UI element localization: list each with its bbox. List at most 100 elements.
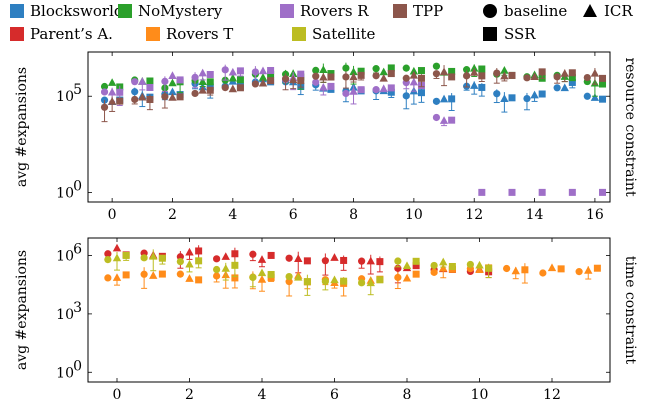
data-point-ssr [599,80,607,88]
y-tick-base: 10 [56,89,74,105]
data-point-baseline [104,255,112,264]
data-point-baseline [251,80,260,88]
data-point-ssr [267,77,275,85]
data-point-baseline [176,257,184,266]
data-point-icr [258,78,268,87]
y-tick-label: 10 [56,249,74,265]
data-point-baseline [372,86,380,94]
data-point-icr [294,272,303,281]
data-point-baseline [312,66,320,74]
data-point-baseline [466,260,474,269]
data-point-icr [112,243,122,252]
y-tick-label: 10 [56,185,74,201]
x-tick-label: 0 [113,387,122,403]
legend-item-3: Rovers T [146,25,233,43]
circle-icon [483,4,497,18]
data-point-ssr [593,264,601,272]
data-point-icr [560,83,569,92]
legend-swatch [280,4,294,18]
data-point-icr [409,70,419,79]
data-point-icr [379,84,388,93]
data-point-ssr [146,77,154,85]
y-tick-base: 10 [56,365,74,381]
data-point-ssr [116,97,124,105]
data-point-icr [379,67,388,76]
data-point-ssr [357,86,365,94]
data-point-baseline [575,268,583,276]
data-point-icr [530,72,539,81]
data-point-baseline [191,89,199,98]
y-tick-exponent: 0 [73,358,82,374]
data-point-icr [379,73,388,82]
legend-label: Parent’s A. [30,25,113,43]
data-point-icr [168,78,177,87]
plot-frame [87,51,611,203]
data-point-icr [475,265,484,273]
x-tick-label: 16 [586,207,604,223]
data-point-ssr [303,257,311,265]
data-point-ssr [146,83,154,91]
data-point-icr [185,274,194,282]
square-icon [483,27,497,41]
legend-swatch [10,27,24,41]
legend-item-0: Blocksworld [10,2,123,20]
data-point-ssr [599,74,607,82]
data-point-icr [228,67,238,76]
y-tick-base: 10 [56,249,74,265]
data-point-ssr [206,71,214,79]
plot-frame [87,237,611,383]
x-tick-label: 10 [405,207,423,223]
legend-marker-square: SSR [482,25,536,43]
legend-swatch [10,4,24,18]
data-point-ssr [267,66,275,74]
data-point-icr [547,263,557,272]
legend-swatch [146,27,160,41]
data-point-ssr [122,271,130,279]
data-point-baseline [432,113,441,122]
x-tick-label: 12 [543,387,561,403]
series-satellite [104,249,493,296]
data-point-ssr [327,73,335,81]
y-tick-exponent: 3 [73,300,82,316]
data-point-ssr [387,84,395,92]
legend-marker-triangle: ICR [582,2,633,20]
data-point-ssr [195,276,203,284]
data-point-ssr [387,70,395,78]
data-point-ssr [158,270,166,278]
data-point-ssr [376,276,384,284]
series-tpp [100,65,607,123]
data-point-baseline [503,264,511,273]
data-point-ssr [508,94,516,102]
data-point-baseline [140,254,148,262]
data-point-ssr [267,251,275,259]
data-point-ssr [568,74,576,82]
data-point-baseline [539,269,547,277]
data-point-ssr [176,93,184,101]
legend-marker-circle: baseline [482,2,567,20]
data-point-baseline [312,72,320,80]
legend-label: Rovers R [300,2,369,20]
legend-item-4: Rovers R [280,2,369,20]
data-point-icr [168,71,177,79]
right-axis-label: time constraint [622,256,638,365]
legend-label: TPP [413,2,444,20]
legend-swatch [292,27,306,41]
data-point-ssr [478,188,486,196]
legend-swatch [118,4,132,18]
legend-item-5: Satellite [292,25,375,43]
data-point-ssr [557,265,565,273]
x-tick-label: 4 [258,387,267,403]
data-point-baseline [430,261,438,270]
x-tick-label: 6 [289,207,298,223]
y-tick-label: 10 [56,89,74,105]
triangle-icon [583,4,597,17]
data-point-icr [168,87,177,96]
data-point-ssr [538,90,546,98]
data-point-baseline [100,88,109,96]
data-point-baseline [432,62,441,70]
data-point-baseline [285,272,293,281]
legend-item-1: Parent’s A. [10,25,113,43]
data-point-ssr [357,67,365,75]
data-point-baseline [432,97,441,105]
legend-marker-label: baseline [504,2,568,20]
